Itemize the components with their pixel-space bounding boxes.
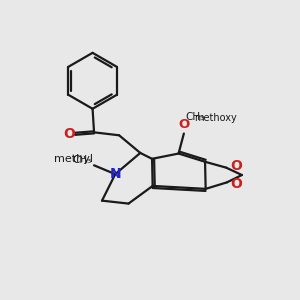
Text: methoxy: methoxy <box>194 113 237 123</box>
Text: O: O <box>230 177 242 191</box>
Text: O: O <box>230 159 242 173</box>
Text: N: N <box>110 167 121 181</box>
Text: methyl: methyl <box>54 154 93 164</box>
Text: CH₃: CH₃ <box>185 112 205 122</box>
Text: O: O <box>64 127 76 141</box>
Text: O: O <box>178 118 190 130</box>
Text: CH₃: CH₃ <box>72 155 92 165</box>
